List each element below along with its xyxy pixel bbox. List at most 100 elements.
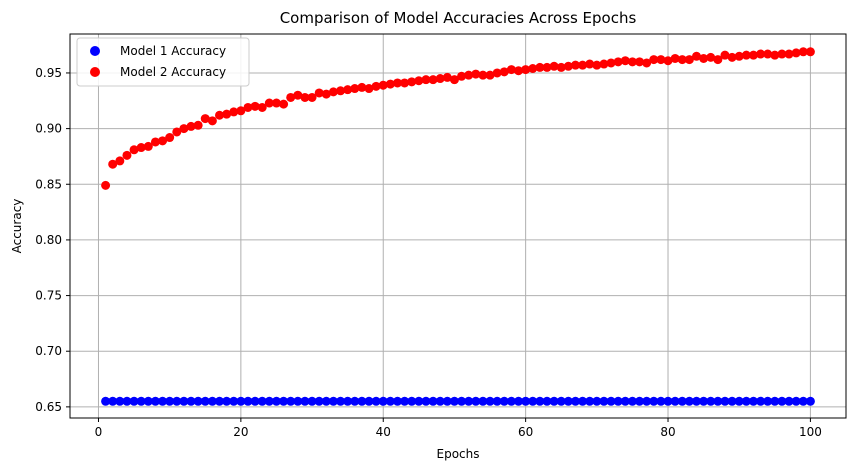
legend-box	[76, 37, 250, 87]
data-point-model-1	[656, 396, 666, 406]
data-point-model-2	[620, 56, 630, 66]
data-point-model-2	[378, 80, 388, 90]
data-point-model-1	[670, 396, 680, 406]
data-point-model-2	[143, 141, 153, 151]
data-point-model-2	[307, 92, 317, 102]
data-point-model-2	[421, 75, 431, 85]
data-point-model-2	[656, 55, 666, 65]
x-tick-label: 80	[660, 425, 675, 439]
legend-marker-model-1	[90, 46, 100, 56]
data-point-model-1	[414, 396, 424, 406]
x-tick-label: 60	[518, 425, 533, 439]
data-point-model-1	[542, 396, 552, 406]
data-point-model-2	[186, 121, 196, 131]
data-point-model-1	[200, 396, 210, 406]
data-point-model-2	[321, 89, 331, 99]
data-point-model-2	[343, 85, 353, 95]
data-point-model-2	[165, 133, 175, 143]
data-point-model-1	[699, 396, 709, 406]
data-point-model-1	[407, 396, 417, 406]
data-point-model-2	[457, 71, 467, 81]
data-point-model-1	[143, 396, 153, 406]
data-point-model-2	[699, 53, 709, 63]
data-point-model-2	[734, 51, 744, 61]
data-point-model-2	[627, 57, 637, 67]
data-point-model-2	[756, 49, 766, 59]
data-point-model-2	[791, 48, 801, 58]
data-point-model-1	[635, 396, 645, 406]
data-point-model-1	[578, 396, 588, 406]
data-point-model-2	[528, 64, 538, 74]
data-point-model-1	[585, 396, 595, 406]
data-point-model-2	[243, 102, 253, 112]
data-point-model-2	[741, 50, 751, 60]
data-point-model-2	[350, 84, 360, 94]
x-tick-label: 20	[233, 425, 248, 439]
data-point-model-1	[378, 396, 388, 406]
data-point-model-2	[449, 75, 459, 85]
data-point-model-1	[385, 396, 395, 406]
data-point-model-1	[556, 396, 566, 406]
data-point-model-2	[101, 180, 111, 190]
data-point-model-2	[635, 57, 645, 67]
series-model-1	[101, 396, 815, 406]
data-point-model-2	[556, 62, 566, 72]
data-point-model-2	[805, 47, 815, 57]
data-point-model-1	[421, 396, 431, 406]
data-point-model-1	[706, 396, 716, 406]
data-point-model-2	[763, 49, 773, 59]
legend-label-model-2: Model 2 Accuracy	[120, 65, 226, 79]
data-point-model-1	[514, 396, 524, 406]
data-point-model-2	[585, 59, 595, 69]
data-point-model-2	[613, 57, 623, 67]
data-point-model-1	[129, 396, 139, 406]
data-point-model-2	[684, 55, 694, 65]
data-point-model-1	[250, 396, 260, 406]
data-point-model-1	[321, 396, 331, 406]
data-point-model-2	[371, 81, 381, 91]
data-point-model-2	[158, 136, 168, 146]
data-point-model-2	[777, 49, 787, 59]
data-point-model-1	[798, 396, 808, 406]
data-point-model-1	[115, 396, 125, 406]
data-point-model-2	[400, 78, 410, 88]
data-point-model-1	[449, 396, 459, 406]
data-point-model-2	[549, 61, 559, 71]
data-point-model-2	[720, 50, 730, 60]
data-point-model-1	[150, 396, 160, 406]
data-point-model-1	[478, 396, 488, 406]
data-point-model-2	[535, 62, 545, 72]
data-point-model-2	[471, 69, 481, 79]
data-point-model-1	[805, 396, 815, 406]
data-point-model-2	[222, 109, 232, 119]
data-point-model-1	[528, 396, 538, 406]
grid-lines	[70, 34, 846, 418]
data-point-model-1	[165, 396, 175, 406]
data-point-model-1	[720, 396, 730, 406]
data-point-model-2	[129, 145, 139, 155]
data-point-model-2	[293, 90, 303, 100]
data-point-model-1	[457, 396, 467, 406]
data-point-model-1	[777, 396, 787, 406]
chart-title: Comparison of Model Accuracies Across Ep…	[280, 9, 637, 27]
data-point-model-1	[677, 396, 687, 406]
data-point-model-1	[350, 396, 360, 406]
data-point-model-1	[770, 396, 780, 406]
y-tick-label: 0.75	[35, 289, 62, 303]
data-point-model-2	[649, 55, 659, 65]
data-point-model-1	[613, 396, 623, 406]
data-point-model-1	[392, 396, 402, 406]
data-point-model-2	[108, 159, 118, 169]
x-axis-ticks: 0 20 40 60 80 100	[95, 418, 822, 439]
data-point-model-1	[756, 396, 766, 406]
data-point-model-1	[727, 396, 737, 406]
data-point-model-2	[570, 60, 580, 70]
data-point-model-1	[627, 396, 637, 406]
data-point-model-1	[492, 396, 502, 406]
data-point-model-2	[784, 49, 794, 59]
data-point-model-1	[286, 396, 296, 406]
data-point-model-2	[236, 106, 246, 116]
data-point-model-1	[279, 396, 289, 406]
data-point-model-1	[293, 396, 303, 406]
data-point-model-1	[300, 396, 310, 406]
